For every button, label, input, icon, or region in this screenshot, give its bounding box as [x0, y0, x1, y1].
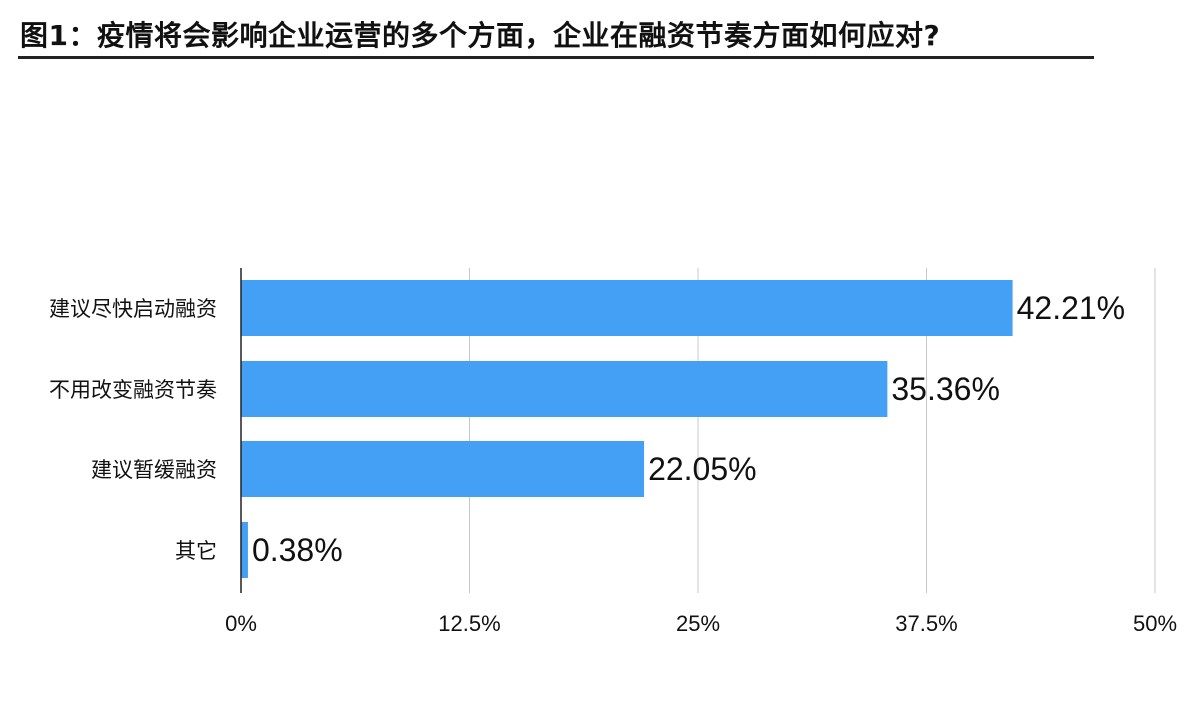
bar [241, 441, 645, 497]
bar [241, 361, 888, 417]
value-label: 0.38% [252, 532, 343, 568]
bar [241, 522, 248, 578]
value-label: 22.05% [648, 451, 757, 487]
x-tick-label: 37.5% [895, 611, 957, 636]
x-tick-label: 25% [676, 611, 720, 636]
value-label: 35.36% [891, 371, 1000, 407]
title-underline [18, 56, 1094, 59]
x-tick-label: 50% [1133, 611, 1177, 636]
label-layer: 0% 12.5% 25% 37.5% 50% 42.21% 建议尽快启动融资 35.36% 不用… [49, 290, 1177, 636]
category-label: 不用改变融资节奏 [49, 378, 217, 402]
value-label: 42.21% [1017, 290, 1126, 326]
category-label: 建议暂缓融资 [91, 458, 217, 482]
x-tick-label: 0% [225, 611, 257, 636]
category-label: 其它 [175, 539, 217, 563]
x-tick-label: 12.5% [438, 611, 500, 636]
category-label: 建议尽快启动融资 [49, 297, 217, 321]
bar [241, 280, 1013, 336]
bar-layer [241, 280, 1013, 578]
chart-title: 图1：疫情将会影响企业运营的多个方面，企业在融资节奏方面如何应对? [20, 19, 941, 52]
